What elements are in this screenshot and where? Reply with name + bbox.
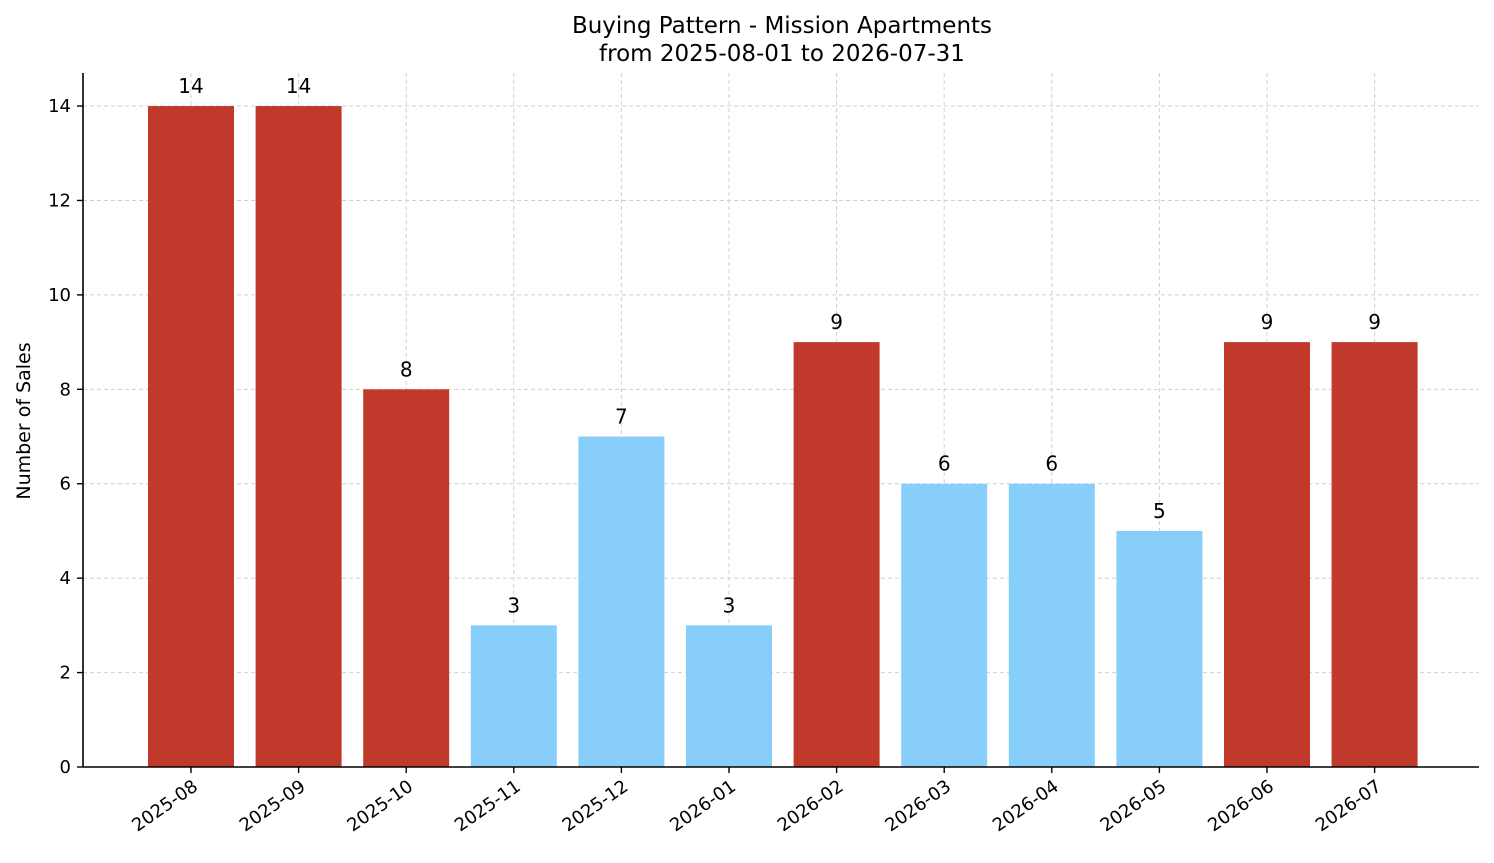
x-tick-label: 2026-02 [774,776,848,836]
bar-2025-11 [470,625,557,767]
y-tick-label: 14 [48,96,71,117]
y-tick-label: 4 [60,568,71,589]
x-tick-label: 2026-05 [1097,776,1171,836]
chart-subtitle: from 2025-08-01 to 2026-07-31 [599,41,965,67]
bar-2026-04 [1008,483,1095,767]
bar-value-label: 14 [178,74,203,98]
bar-value-label: 6 [1045,452,1058,476]
bar-value-label: 3 [507,593,520,617]
bar-2025-09 [255,106,342,768]
bar-value-label: 9 [1261,310,1274,334]
x-tick-label: 2025-10 [343,776,417,836]
chart-title: Buying Pattern - Mission Apartments [572,13,992,39]
bar-2025-12 [578,436,665,767]
bars [148,106,1418,768]
y-tick-label: 0 [60,757,71,778]
bar-value-label: 9 [1368,310,1381,334]
y-axis-label: Number of Sales [13,342,35,499]
bar-2026-03 [901,483,988,767]
x-tick-label: 2025-12 [559,776,633,836]
bar-value-labels: 14 14 8 3 7 3 9 6 6 5 9 9 [178,74,1381,617]
bar-2025-10 [363,389,450,767]
bar-value-label: 8 [400,357,413,381]
bar-value-label: 9 [830,310,843,334]
y-tick-label: 8 [60,379,71,400]
bar-2026-07 [1331,342,1418,767]
bar-2026-02 [793,342,880,767]
bar-value-label: 7 [615,405,628,429]
bar-value-label: 3 [723,593,736,617]
bar-value-label: 5 [1153,499,1166,523]
bar-2025-08 [148,106,234,768]
y-tick-label: 2 [60,663,71,684]
y-tick-label: 12 [48,190,71,211]
x-tick-label: 2026-06 [1204,776,1278,836]
bar-2026-06 [1224,342,1310,767]
x-tick-label: 2025-11 [451,776,525,836]
x-tick-label: 2026-07 [1312,776,1386,836]
bar-2026-01 [686,625,772,767]
x-tick-label: 2026-01 [666,776,740,836]
bar-value-label: 6 [938,452,951,476]
bar-value-label: 14 [286,74,311,98]
y-tick-label: 10 [48,285,71,306]
x-tick-label: 2026-04 [989,776,1063,836]
x-tick-label: 2025-08 [128,776,202,836]
bar-2026-05 [1116,530,1203,767]
x-tick-label: 2026-03 [881,776,955,836]
y-tick-label: 6 [60,474,71,495]
x-tick-label: 2025-09 [236,776,310,836]
